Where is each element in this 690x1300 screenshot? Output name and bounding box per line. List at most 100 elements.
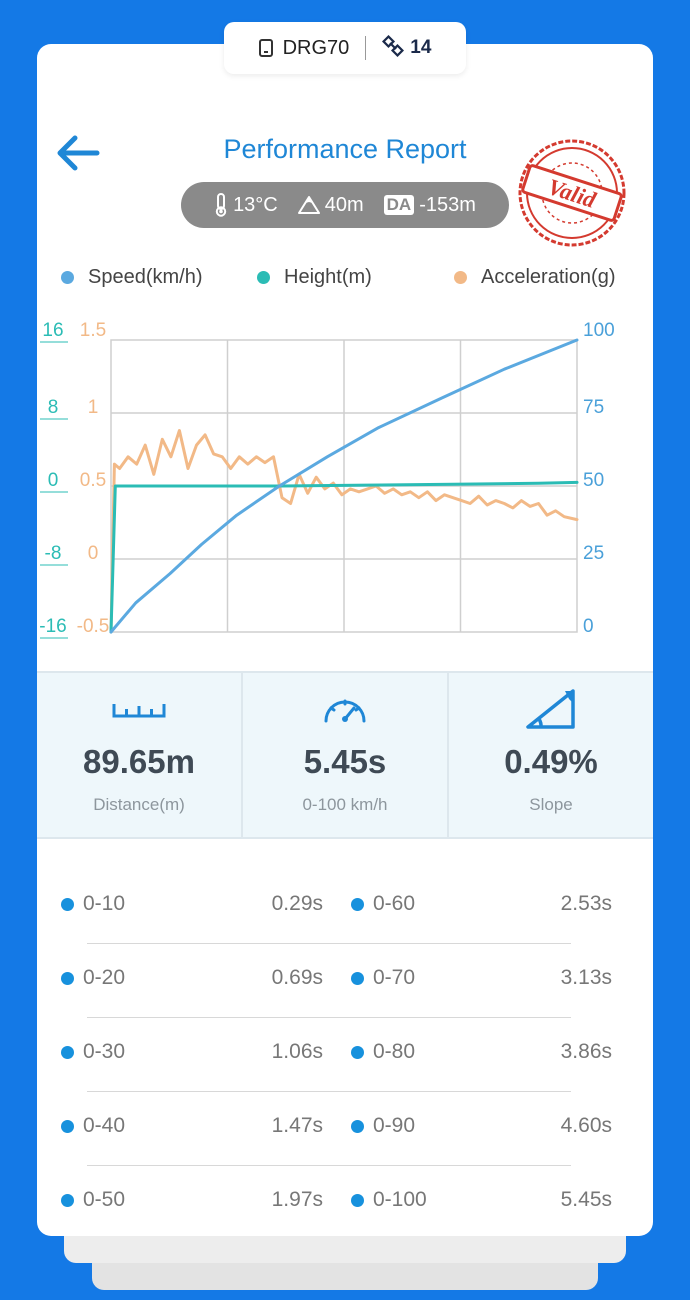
legend-acceleration-label: Acceleration(g) [481,266,616,288]
chart-ticks: 16 8 0 -8 -16 1.5 1 0.5 0 -0.5 100 75 50 25 0 [39,320,615,639]
row-divider [87,943,571,944]
ruler-icon [112,685,166,733]
device-name: DRG70 [282,36,350,59]
slope-value: 0.49% [504,743,598,780]
legend-height-label: Height(m) [284,266,372,288]
split-range: 0-70 [373,966,416,989]
row-divider [87,1091,571,1092]
stat-acceleration-time: 5.45s 0-100 km/h [241,673,447,837]
chart-series [109,338,579,634]
height-tick-label: 8 [48,397,59,418]
split-range: 0-40 [83,1114,126,1137]
legend-height-dot [257,271,270,284]
split-time: 0.29s [271,892,323,915]
chart-legend: Speed(km/h) Height(m) Acceleration(g) [37,266,653,296]
bullet-dot-icon [61,897,74,911]
speed-tick-label: 50 [583,470,604,491]
legend-height[interactable]: Height(m) [257,266,372,289]
speedometer-icon [322,685,368,733]
device-icon [258,39,273,57]
split-right: 0-90 [351,1114,415,1138]
split-time: 0.69s [271,966,323,989]
zero-to-hundred-value: 5.45s [303,743,387,780]
split-range: 0-20 [83,966,126,989]
acceleration-tick-label: -0.5 [77,616,110,637]
back-arrow-icon [57,135,100,171]
speed-tick-label: 100 [583,320,615,341]
acceleration-tick-label: 1.5 [80,320,106,341]
bullet-dot-icon [351,1193,364,1207]
split-left: 0-10 [61,892,125,916]
split-left: 0-20 [61,966,125,990]
temperature-item: 13°C [214,193,278,217]
conditions-pill: 13°C 40m DA -153m [181,182,509,228]
bullet-dot-icon [351,971,364,985]
satellite-icon [382,34,405,62]
acceleration-tick-label: 0.5 [80,470,106,491]
density-altitude-item: DA -153m [383,193,476,217]
row-divider [87,1165,571,1166]
split-range: 0-100 [373,1188,427,1211]
split-range: 0-60 [373,892,416,915]
table-row: 0-20 0.69s 0-70 3.13s [37,944,653,1018]
height-series-line [109,480,579,634]
stat-distance: 89.65m Distance(m) [37,673,241,837]
split-time: 5.45s [560,1188,612,1211]
split-time: 2.53s [560,892,612,915]
split-right: 0-60 [351,892,415,916]
acceleration-tick-label: 0 [88,543,99,564]
table-row: 0-50 1.97s 0-100 5.45s [37,1166,653,1236]
split-left: 0-40 [61,1114,125,1138]
table-row: 0-10 0.29s 0-60 2.53s [37,870,653,944]
bullet-dot-icon [351,1119,364,1133]
split-time: 1.47s [271,1114,323,1137]
back-button[interactable] [55,132,103,174]
bullet-dot-icon [61,1045,74,1059]
split-range: 0-50 [83,1188,126,1211]
valid-stamp-icon: Valid [518,139,626,247]
table-row: 0-40 1.47s 0-90 4.60s [37,1092,653,1166]
split-time: 4.60s [560,1114,612,1137]
legend-speed[interactable]: Speed(km/h) [61,266,203,289]
mountain-icon [297,195,320,215]
distance-value: 89.65m [83,743,195,780]
temperature-value: 13°C [233,193,278,216]
satellite-count: 14 [410,37,432,58]
split-range: 0-80 [373,1040,416,1063]
bullet-dot-icon [351,897,364,911]
height-tick-label: 0 [48,470,59,491]
split-range: 0-30 [83,1040,126,1063]
page-title: Performance Report [223,134,467,164]
split-range: 0-10 [83,892,126,915]
device-status-pill[interactable]: DRG70 14 [224,22,466,74]
height-tick-label: -16 [39,616,66,637]
split-time: 1.97s [271,1188,323,1211]
legend-speed-label: Speed(km/h) [88,266,203,288]
bullet-dot-icon [61,1193,74,1207]
distance-label: Distance(m) [93,795,185,814]
acceleration-series-line [109,429,579,634]
speed-tick-label: 25 [583,543,604,564]
bullet-dot-icon [61,1119,74,1133]
bullet-dot-icon [351,1045,364,1059]
height-tick-label: -8 [45,543,62,564]
slope-label: Slope [529,795,573,814]
split-time: 1.06s [271,1040,323,1063]
legend-acceleration[interactable]: Acceleration(g) [454,266,616,289]
stats-panel: 89.65m Distance(m) 5.45s 0-100 km/h [37,671,653,839]
split-range: 0-90 [373,1114,416,1137]
thermometer-icon [214,193,228,217]
split-left: 0-30 [61,1040,125,1064]
row-divider [87,1017,571,1018]
density-altitude-value: -153m [419,193,476,216]
split-right: 0-100 [351,1188,427,1212]
speed-series-line [109,338,579,634]
speed-tick-label: 75 [583,397,604,418]
bullet-dot-icon [61,971,74,985]
split-time: 3.13s [560,966,612,989]
height-tick-label: 16 [42,320,63,341]
zero-to-hundred-label: 0-100 km/h [302,795,388,814]
legend-speed-dot [61,271,74,284]
split-time: 3.86s [560,1040,612,1063]
table-row: 0-30 1.06s 0-80 3.86s [37,1018,653,1092]
